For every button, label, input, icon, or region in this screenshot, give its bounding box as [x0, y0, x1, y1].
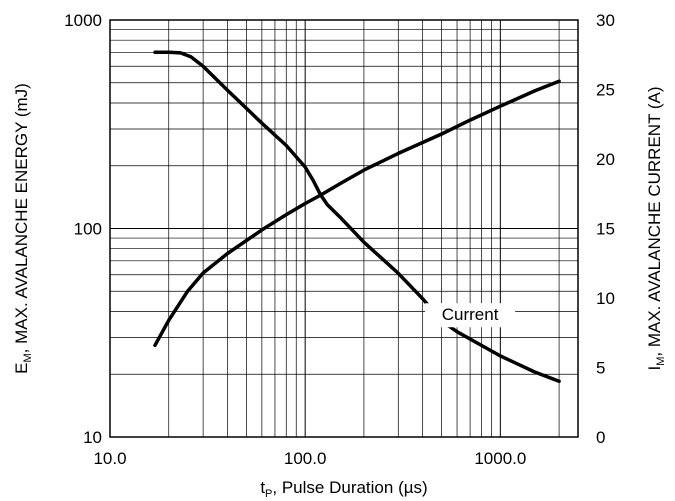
x-tick-label: 1000.0 — [474, 449, 526, 468]
y-right-axis-label: IM, MAX. AVALANCHE CURRENT (A) — [645, 86, 667, 370]
y-right-tick-label: 30 — [596, 11, 615, 30]
annotations: Current — [425, 303, 516, 328]
plot-frame — [109, 19, 579, 438]
x-tick-label: 10.0 — [93, 449, 126, 468]
annotation-current: Current — [442, 305, 499, 324]
y-left-tick-label: 10 — [83, 428, 102, 447]
y-right-tick-label: 5 — [596, 359, 605, 378]
y-right-tick-label: 0 — [596, 428, 605, 447]
y-left-axis-label: EM, MAX. AVALANCHE ENERGY (mJ) — [12, 83, 34, 374]
grid — [110, 20, 578, 437]
y-left-tick-label: 1000 — [64, 11, 102, 30]
annotation-background — [425, 303, 516, 328]
axis-labels: tP, Pulse Duration (µs) EM, MAX. AVALANCH… — [12, 83, 667, 500]
curves — [153, 50, 561, 384]
energy-curve — [153, 50, 561, 384]
current-curve — [153, 79, 561, 348]
tick-labels: 10.0 100.0 1000.0 10 100 1000 0 5 10 15 20 25 30 — [64, 11, 615, 468]
y-right-tick-label: 25 — [596, 81, 615, 100]
x-axis-label: tP, Pulse Duration (µs) — [260, 478, 427, 500]
y-left-tick-label: 100 — [74, 220, 102, 239]
y-right-tick-label: 20 — [596, 150, 615, 169]
x-tick-label: 100.0 — [284, 449, 327, 468]
y-right-tick-label: 15 — [596, 220, 615, 239]
y-right-tick-label: 10 — [596, 289, 615, 308]
